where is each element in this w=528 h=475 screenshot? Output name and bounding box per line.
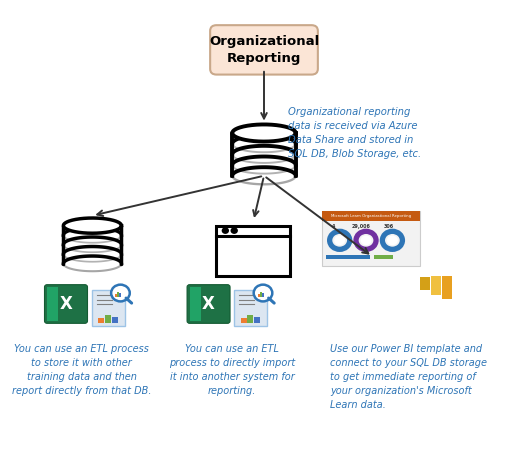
Polygon shape [63,218,121,233]
Bar [115,294,117,297]
Bar [258,294,260,297]
Bar [119,293,121,297]
Bar [47,287,58,321]
Bar [117,292,119,297]
FancyBboxPatch shape [187,285,230,323]
Bar [216,226,290,276]
Bar [254,316,260,323]
Text: X: X [60,295,72,313]
Circle shape [334,236,345,245]
Text: 4: 4 [332,224,335,229]
Circle shape [253,285,272,302]
Text: 29,006: 29,006 [352,224,371,229]
Bar [326,255,370,259]
Bar [431,276,441,294]
Bar [241,318,247,323]
Text: Use our Power BI template and
connect to your SQL DB storage
to get immediate re: Use our Power BI template and connect to… [330,344,487,410]
Text: 306: 306 [383,224,393,229]
Bar [111,316,118,323]
Text: You can use an ETL
process to directly import
it into another system for
reporti: You can use an ETL process to directly i… [169,344,296,396]
FancyBboxPatch shape [44,285,88,323]
Bar [248,315,253,323]
Bar [374,255,393,259]
Text: You can use an ETL process
to store it with other
training data and then
report : You can use an ETL process to store it w… [12,344,152,396]
Bar [442,276,452,299]
Circle shape [387,236,398,245]
Circle shape [361,236,372,245]
FancyBboxPatch shape [210,25,318,75]
Bar [322,211,420,221]
Bar [98,318,104,323]
Bar [420,276,430,290]
Circle shape [231,227,238,234]
Bar [262,293,263,297]
Circle shape [222,227,229,234]
Text: X: X [202,295,215,313]
Bar [190,287,201,321]
Bar [322,211,420,266]
Polygon shape [232,124,296,142]
Text: Organizational reporting
data is received via Azure
Data Share and stored in
SQL: Organizational reporting data is receive… [288,107,421,159]
Bar [260,292,262,297]
Bar [92,290,125,325]
Text: Microsoft Learn Organizational Reporting: Microsoft Learn Organizational Reporting [331,214,411,218]
Text: Organizational
Reporting: Organizational Reporting [209,35,319,65]
Circle shape [111,285,130,302]
Bar [234,290,267,325]
Bar [216,226,290,276]
Bar [105,315,111,323]
